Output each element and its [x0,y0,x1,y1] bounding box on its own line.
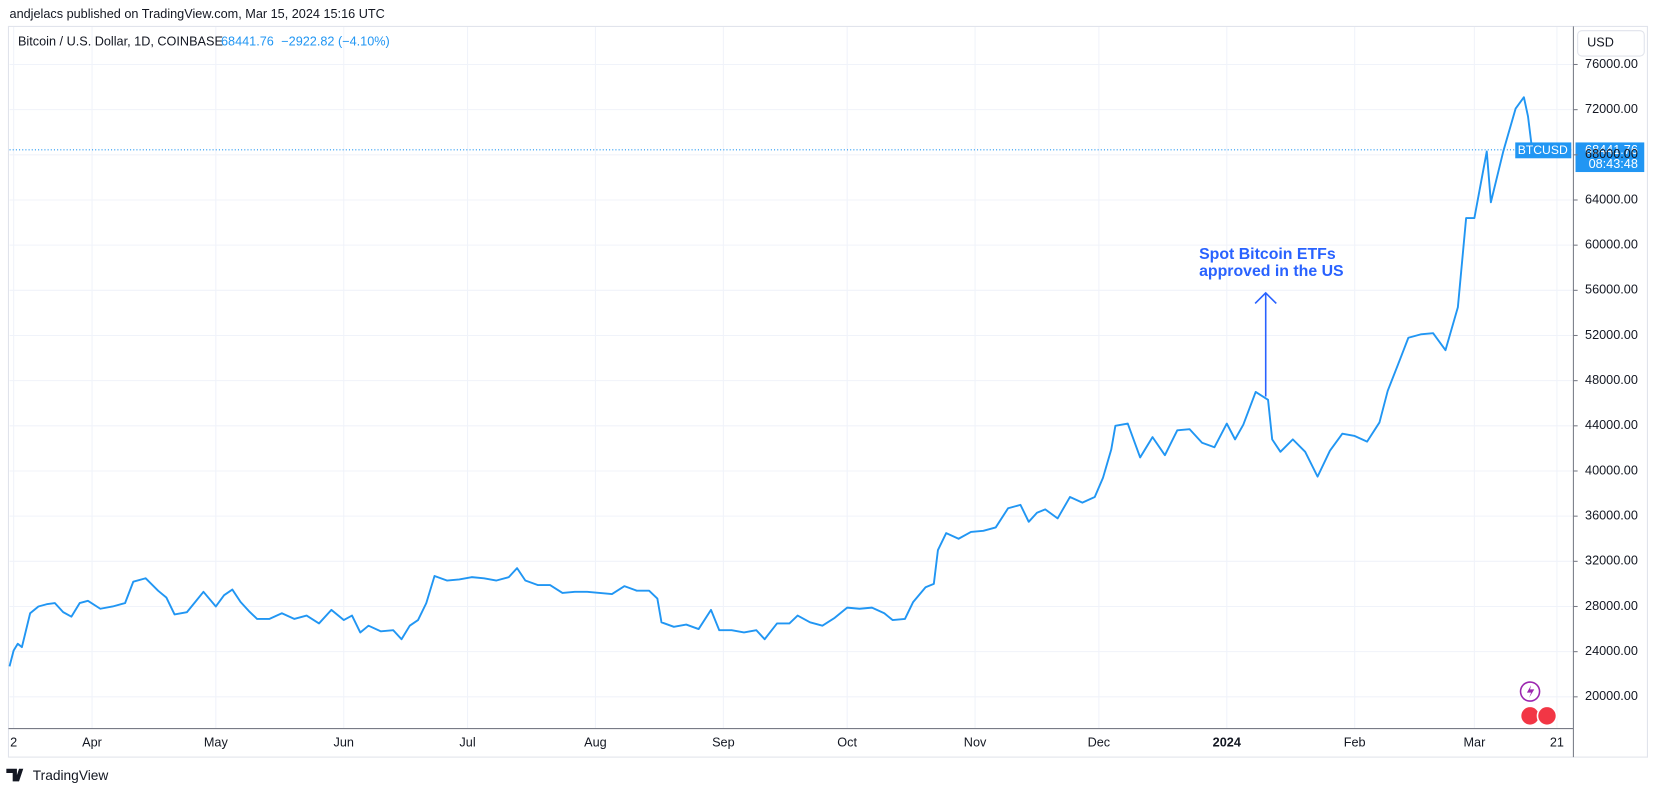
y-tick-label: 32000.00 [1585,554,1638,568]
currency-label: USD [1587,36,1614,50]
x-tick-label: 2 [10,736,17,750]
y-tick-label: 52000.00 [1585,328,1638,342]
x-tick-label: Oct [837,736,857,750]
x-tick-label: Sep [712,736,735,750]
x-tick-label: Nov [964,736,987,750]
price-line [8,96,1534,667]
x-tick-label: 21 [1550,736,1564,750]
legend-price: 68441.76 [221,35,274,49]
price-tag-countdown: 08:43:48 [1589,157,1638,171]
annotation-line: approved in the US [1199,263,1344,280]
y-tick-label: 36000.00 [1585,509,1638,523]
series-tag-label: BTCUSD [1518,143,1568,157]
currency-button[interactable] [1577,30,1645,57]
y-tick-label: 28000.00 [1585,599,1638,613]
event-icon-bolt [1526,685,1535,698]
y-tick-label: 76000.00 [1585,57,1638,71]
x-tick-label: Dec [1088,736,1111,750]
x-tick-label: Mar [1463,736,1486,750]
grid [9,26,1574,729]
symbol-title: Bitcoin / U.S. Dollar, 1D, COINBASE [18,35,223,49]
y-tick-label: 24000.00 [1585,644,1638,658]
x-tick-label: Jun [334,736,354,750]
x-tick-label: Aug [584,736,607,750]
annotation-line: Spot Bitcoin ETFs [1199,246,1336,263]
annotation-arrowhead [1254,291,1277,305]
y-tick-label: 44000.00 [1585,418,1638,432]
x-tick-label: 2024 [1213,736,1241,750]
y-tick-label: 68000.00 [1585,147,1638,161]
x-tick-label: Feb [1344,736,1366,750]
footer-brand: TradingView [33,768,109,783]
header: andjelacs published on TradingView.com, … [10,7,385,21]
y-tick-label: 48000.00 [1585,373,1638,387]
x-tick-label: Jul [459,736,475,750]
chart-frame [7,25,1648,758]
y-tick-label: 64000.00 [1585,192,1638,206]
legend-change: −2922.82 (−4.10%) [281,35,389,49]
price-tag-value: 68441.76 [1585,143,1638,157]
y-tick-label: 72000.00 [1585,102,1638,116]
price-tag [1575,142,1645,173]
y-tick-label: 40000.00 [1585,463,1638,477]
y-tick-label: 60000.00 [1585,237,1638,251]
series-tag [1515,142,1572,159]
y-tick-label: 20000.00 [1585,689,1638,703]
y-tick-label: 56000.00 [1585,283,1638,297]
x-tick-label: Apr [82,736,102,750]
footer-logo [6,768,24,782]
x-tick-label: May [204,736,229,750]
event-icon[interactable] [1536,705,1558,727]
